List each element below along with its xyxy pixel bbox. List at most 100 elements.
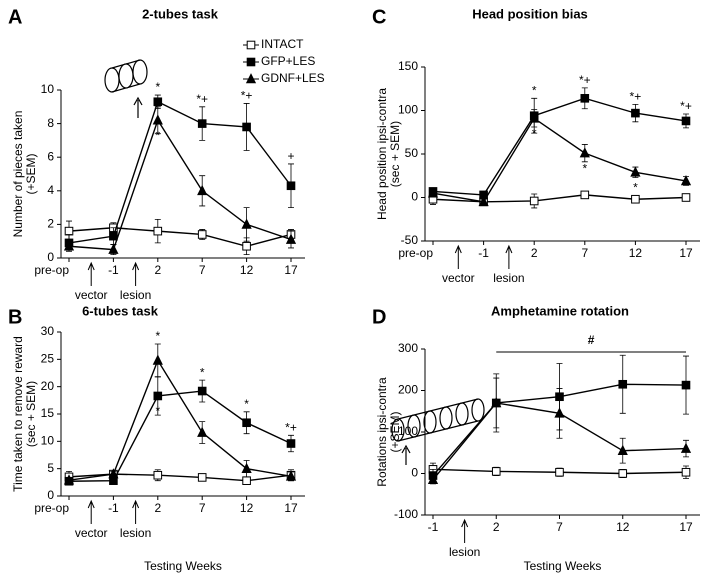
y-tick-label: 150 bbox=[398, 59, 418, 73]
point bbox=[246, 40, 256, 50]
point bbox=[286, 439, 296, 448]
y-tick-label: 6 bbox=[47, 149, 54, 163]
point bbox=[242, 476, 251, 485]
event-arrow bbox=[132, 499, 140, 524]
x-tick-label: -1 bbox=[108, 263, 119, 277]
point bbox=[580, 190, 590, 200]
y-tick-label: 30 bbox=[41, 324, 55, 338]
point bbox=[491, 467, 501, 476]
x-tick-label: 2 bbox=[531, 246, 538, 260]
x-tick-label: 12 bbox=[240, 263, 254, 277]
x-tick-label: pre-op bbox=[398, 246, 433, 260]
x-tick-label: -1 bbox=[478, 246, 489, 260]
event-arrow bbox=[461, 518, 469, 543]
point bbox=[681, 380, 691, 390]
legend-label: INTACT bbox=[261, 37, 304, 51]
panel-title: 2-tubes task bbox=[142, 6, 219, 21]
significance-label: * bbox=[532, 83, 537, 97]
event-arrow bbox=[87, 261, 95, 286]
point bbox=[681, 467, 691, 477]
point bbox=[197, 119, 207, 128]
point bbox=[245, 73, 257, 84]
x-tick-label: pre-op bbox=[34, 501, 69, 515]
bracket-label: # bbox=[588, 333, 595, 347]
legend-label: GDNF+LES bbox=[261, 71, 325, 85]
x-tick-label: 2 bbox=[493, 520, 500, 534]
point bbox=[427, 187, 439, 198]
y-tick-label: 0 bbox=[411, 190, 418, 204]
y-tick-label: -100 bbox=[394, 507, 418, 521]
point bbox=[197, 426, 208, 437]
significance-label: * bbox=[155, 128, 160, 142]
y-axis-label: Number of pieces taken bbox=[11, 111, 25, 238]
significance-label: * bbox=[155, 80, 160, 94]
event-label: lesion bbox=[493, 271, 524, 285]
significance-label: *+ bbox=[680, 99, 692, 113]
point bbox=[680, 442, 692, 453]
point bbox=[197, 386, 207, 396]
y-tick-label: 10 bbox=[41, 82, 55, 96]
y-axis-label: (+SEM) bbox=[24, 153, 38, 194]
point bbox=[242, 418, 251, 428]
event-label: vector bbox=[75, 288, 108, 302]
significance-label: *+ bbox=[241, 89, 253, 103]
point bbox=[427, 473, 439, 485]
point bbox=[152, 354, 163, 365]
y-tick-label: 0 bbox=[47, 250, 54, 264]
series-line bbox=[432, 97, 687, 196]
x-tick-label: pre-op bbox=[34, 263, 69, 277]
y-tick-label: 15 bbox=[41, 406, 55, 420]
event-arrow bbox=[454, 244, 462, 269]
event-label: vector bbox=[442, 271, 475, 285]
panel-title: Amphetamine rotation bbox=[491, 303, 629, 318]
point bbox=[63, 240, 75, 251]
point bbox=[618, 469, 628, 478]
series-line bbox=[68, 390, 292, 482]
point bbox=[529, 112, 540, 123]
y-axis-label: Rotations ipsi-contra bbox=[375, 377, 389, 487]
x-tick-label: 7 bbox=[199, 263, 206, 277]
point bbox=[286, 181, 296, 191]
x-tick-label: 7 bbox=[199, 501, 206, 515]
x-tick-label: -1 bbox=[428, 520, 439, 534]
x-axis-label: Testing Weeks bbox=[524, 559, 602, 573]
y-tick-label: 200 bbox=[398, 383, 418, 397]
y-tick-label: 10 bbox=[41, 434, 55, 448]
event-label: lesion bbox=[120, 288, 151, 302]
event-label: lesion bbox=[449, 545, 480, 559]
point bbox=[478, 195, 489, 207]
point bbox=[631, 194, 640, 204]
x-tick-label: 2 bbox=[154, 501, 161, 515]
point bbox=[630, 166, 641, 177]
point bbox=[579, 147, 590, 158]
y-axis-label: Head position ipsi-contra bbox=[375, 88, 389, 220]
x-tick-label: 12 bbox=[240, 501, 254, 515]
significance-label: *+ bbox=[285, 420, 297, 434]
point bbox=[681, 116, 691, 126]
point bbox=[242, 122, 251, 132]
series-line bbox=[432, 194, 687, 203]
x-tick-label: 17 bbox=[679, 520, 693, 534]
point bbox=[197, 184, 208, 196]
point bbox=[153, 470, 163, 480]
point bbox=[152, 114, 163, 125]
y-tick-label: 50 bbox=[405, 146, 419, 160]
tube-illustration bbox=[391, 398, 485, 465]
event-arrow bbox=[87, 499, 95, 524]
significance-label: * bbox=[200, 365, 205, 379]
event-label: vector bbox=[75, 526, 108, 540]
tube-illustration bbox=[104, 59, 148, 118]
panel-title: 6-tubes task bbox=[82, 303, 159, 318]
significance-label: * bbox=[244, 397, 249, 411]
y-tick-label: 8 bbox=[47, 116, 54, 130]
point bbox=[153, 97, 163, 107]
point bbox=[197, 473, 207, 482]
x-axis-label: Testing Weeks bbox=[144, 559, 222, 573]
series-line bbox=[68, 358, 292, 481]
y-axis-label: (sec + SEM) bbox=[388, 121, 402, 187]
point bbox=[681, 193, 691, 202]
significance-label: + bbox=[287, 149, 294, 163]
panel-letter: A bbox=[8, 6, 22, 28]
point bbox=[246, 57, 256, 67]
point bbox=[241, 218, 252, 229]
